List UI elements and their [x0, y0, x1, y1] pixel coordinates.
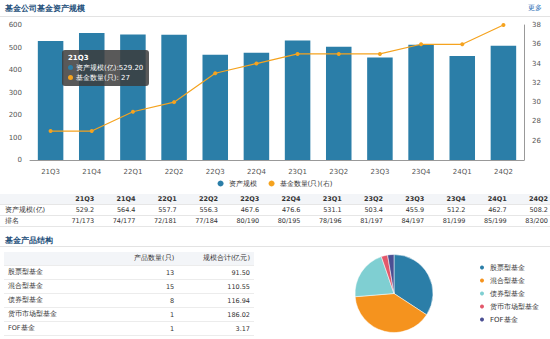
html-text:规模合计(亿元): 规模合计(亿元) — [202, 254, 250, 262]
svg-text:基金数量(只)(右): 基金数量(只)(右) — [280, 180, 333, 188]
html-text:1: 1 — [170, 310, 175, 319]
html-text:8: 8 — [170, 296, 175, 305]
html-text:24Q2: 24Q2 — [528, 195, 548, 203]
html-text:81/199: 81/199 — [442, 217, 466, 225]
svg-text:股票型基金: 股票型基金 — [490, 264, 525, 272]
html-text:564.4: 564.4 — [116, 206, 136, 214]
html-text:FOF基金: FOF基金 — [8, 324, 35, 332]
svg-text:22Q3: 22Q3 — [206, 168, 225, 176]
svg-text:22Q2: 22Q2 — [165, 168, 184, 176]
svg-text:28: 28 — [532, 117, 541, 125]
html-text:556.3: 556.3 — [199, 206, 218, 214]
svg-text:500: 500 — [9, 44, 22, 52]
html-text:21Q3: 21Q3 — [75, 195, 95, 203]
svg-text:200: 200 — [9, 111, 22, 119]
html-text:186.02: 186.02 — [227, 310, 250, 319]
html-text:23Q4: 23Q4 — [446, 195, 466, 203]
html-text:83/200: 83/200 — [525, 217, 548, 225]
html-text:债券型基金: 债券型基金 — [8, 296, 43, 304]
svg-text:24Q1: 24Q1 — [453, 168, 472, 176]
html-text:23Q1: 23Q1 — [322, 195, 342, 203]
html-text:78/196: 78/196 — [318, 217, 342, 225]
html-text:508.2: 508.2 — [529, 206, 548, 214]
html-text:531.1: 531.1 — [323, 206, 342, 214]
html-text:1: 1 — [170, 324, 175, 333]
svg-text:24Q2: 24Q2 — [494, 168, 513, 176]
html-text:476.6: 476.6 — [281, 206, 301, 214]
html-text:77/184: 77/184 — [195, 217, 218, 225]
svg-text:34: 34 — [532, 60, 541, 68]
svg-text:混合型基金: 混合型基金 — [490, 277, 525, 285]
html-text:22Q3: 22Q3 — [240, 195, 260, 203]
svg-text:38: 38 — [532, 21, 541, 29]
html-text:产品数量(只): 产品数量(只) — [134, 254, 175, 262]
html-text:更多: 更多 — [528, 4, 542, 12]
svg-text:400: 400 — [9, 66, 22, 74]
svg-text:21Q3: 21Q3 — [41, 168, 60, 176]
html-text:462.7: 462.7 — [488, 206, 507, 214]
html-text:21Q3: 21Q3 — [68, 54, 89, 62]
html-text:排名: 排名 — [5, 216, 19, 225]
html-text:467.6: 467.6 — [240, 206, 260, 214]
svg-text:23Q3: 23Q3 — [370, 168, 389, 176]
html-text:116.94: 116.94 — [227, 296, 250, 305]
html-text:15: 15 — [165, 282, 175, 291]
svg-text:300: 300 — [9, 89, 22, 97]
svg-text:100: 100 — [9, 134, 22, 142]
html-text:84/197: 84/197 — [401, 217, 425, 225]
html-text:21Q4: 21Q4 — [116, 195, 136, 203]
html-text:3.17: 3.17 — [235, 324, 250, 333]
svg-text:23Q1: 23Q1 — [288, 168, 307, 176]
svg-text:资产规模: 资产规模 — [229, 180, 257, 188]
html-text:22Q4: 22Q4 — [281, 195, 301, 203]
html-text:13: 13 — [165, 268, 175, 277]
html-text:基金产品结构: 基金产品结构 — [5, 236, 53, 245]
svg-text:36: 36 — [532, 40, 541, 48]
html-text:股票型基金: 股票型基金 — [8, 268, 43, 276]
html-text:455.9: 455.9 — [405, 206, 425, 214]
html-text:24Q1: 24Q1 — [487, 195, 507, 203]
html-text:混合型基金: 混合型基金 — [8, 282, 43, 290]
svg-text:22Q4: 22Q4 — [247, 168, 266, 176]
html-text:80/190: 80/190 — [236, 217, 260, 225]
html-text:71/173: 71/173 — [71, 217, 95, 225]
html-text:22Q1: 22Q1 — [157, 195, 177, 203]
svg-text:32: 32 — [532, 79, 541, 87]
svg-text:26: 26 — [532, 137, 541, 145]
html-text:货币市场型基金: 货币市场型基金 — [8, 310, 57, 318]
svg-text:600: 600 — [9, 21, 22, 29]
svg-text:0: 0 — [18, 156, 22, 164]
html-text:资产规模(亿): 资产规模(亿) — [5, 205, 46, 214]
svg-text:债券型基金: 债券型基金 — [490, 290, 525, 298]
svg-text:23Q4: 23Q4 — [412, 168, 431, 176]
svg-text:22Q1: 22Q1 — [123, 168, 142, 176]
html-text:72/181: 72/181 — [153, 217, 177, 225]
html-text:91.50: 91.50 — [231, 268, 250, 277]
html-text:503.4: 503.4 — [364, 206, 383, 214]
html-text:81/197: 81/197 — [360, 217, 383, 225]
html-text:基金数量(只): 27: 基金数量(只): 27 — [76, 74, 130, 82]
html-text:23Q2: 23Q2 — [363, 195, 383, 203]
html-text:80/195: 80/195 — [277, 217, 301, 225]
html-text:512.2: 512.2 — [446, 206, 466, 214]
html-text:557.7: 557.7 — [158, 206, 177, 214]
svg-text:FOF基金: FOF基金 — [490, 316, 518, 324]
html-text:85/199: 85/199 — [483, 217, 507, 225]
html-text:基金公司基金资产规模: 基金公司基金资产规模 — [5, 4, 85, 13]
svg-text:23Q2: 23Q2 — [329, 168, 348, 176]
svg-text:21Q4: 21Q4 — [82, 168, 101, 176]
svg-text:30: 30 — [532, 98, 541, 106]
html-text:22Q2: 22Q2 — [198, 195, 218, 203]
html-text:资产规模(亿):529.20: 资产规模(亿):529.20 — [76, 64, 144, 72]
html-text:74/177: 74/177 — [112, 217, 136, 225]
html-text:23Q3: 23Q3 — [405, 195, 425, 203]
html-text:529.2: 529.2 — [75, 206, 95, 214]
html-text:110.55: 110.55 — [227, 282, 250, 291]
svg-text:货币市场型基金: 货币市场型基金 — [490, 303, 539, 311]
